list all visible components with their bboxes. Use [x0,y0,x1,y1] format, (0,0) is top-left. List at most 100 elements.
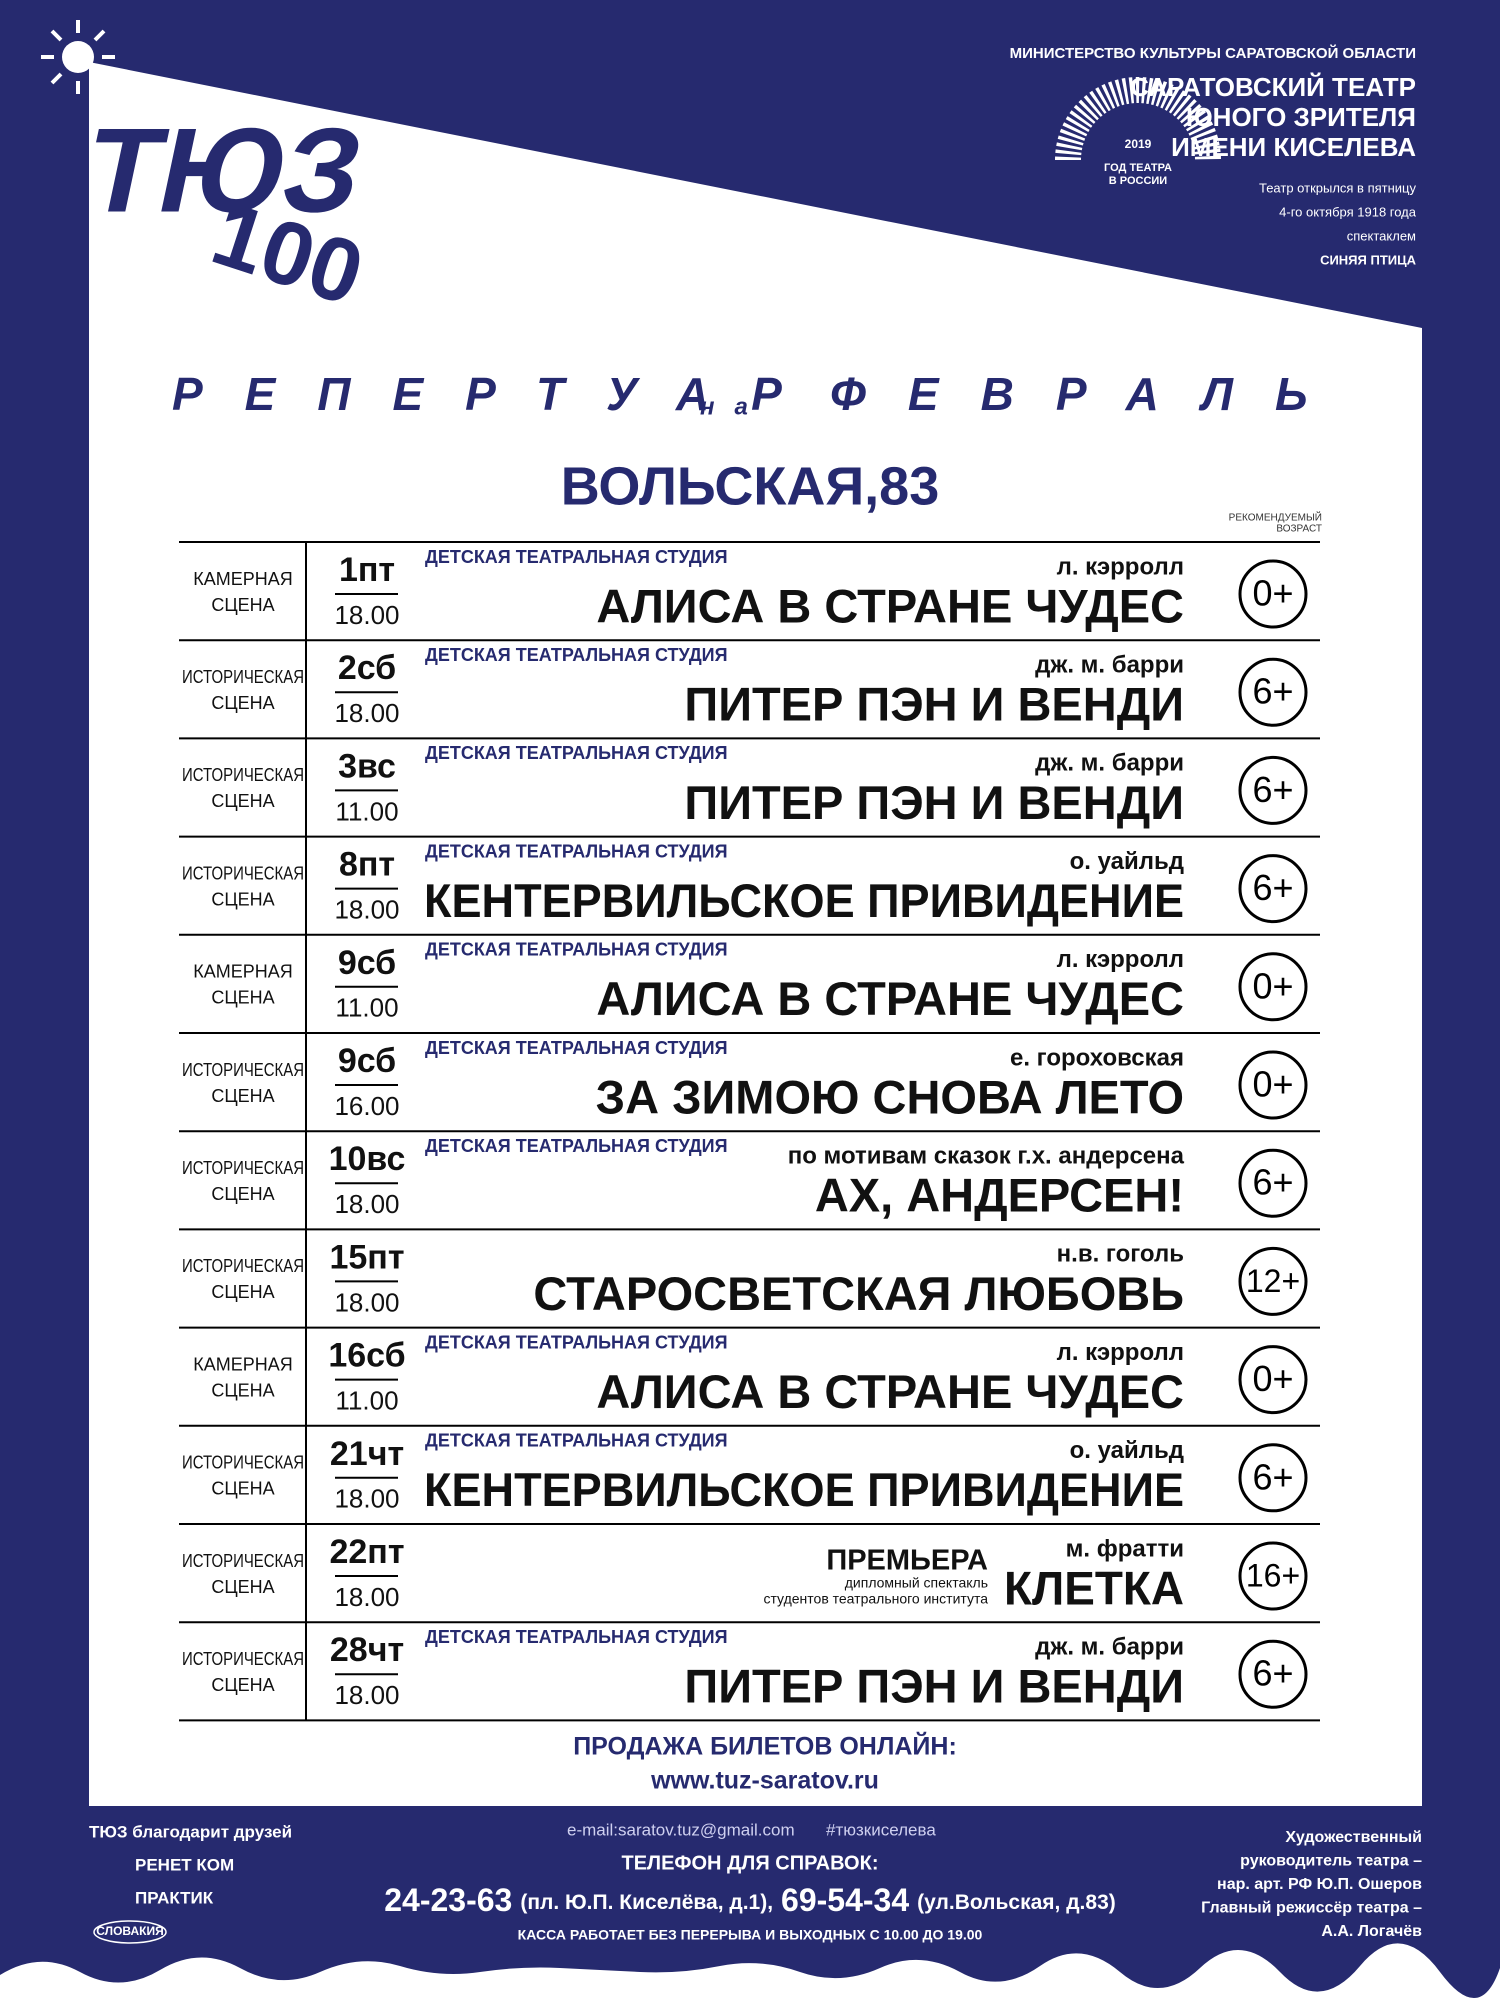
age-circle [1238,1443,1308,1513]
phone-part: 24-23-63 [384,1882,512,1918]
stage: КАМЕРНАЯ [193,569,293,589]
author: м. фратти [1066,1535,1184,1562]
phone-part: (пл. Ю.П. Киселёва, д.1), [520,1891,773,1914]
time: 18.00 [334,894,399,924]
studio: ДЕТСКАЯ ТЕАТРАЛЬНАЯ СТУДИЯ [425,940,728,960]
sponsor-badge [93,1920,167,1944]
day: 8пт [339,846,395,884]
play-title: ПИТЕР ПЭН И ВЕНДИ [684,678,1184,731]
stage: ИСТОРИЧЕСКАЯ [182,765,304,785]
stage: ИСТОРИЧЕСКАЯ [182,1256,304,1276]
email: e-mail:saratov.tuz@gmail.com [567,1820,795,1839]
day: 3вс [338,747,396,785]
time: 11.00 [335,993,398,1023]
day: 22пт [329,1533,404,1571]
day: 9сб [338,944,396,982]
ministry: МИНИСТЕРСТВО КУЛЬТУРЫ САРАТОВСКОЙ ОБЛАСТ… [1010,44,1416,62]
day: 15пт [329,1238,404,1276]
author: л. кэрролл [1057,553,1184,580]
time: 16.00 [334,1091,399,1121]
play-title: СТАРОСВЕТСКАЯ ЛЮБОВЬ [533,1267,1184,1320]
play-title: АХ, АНДЕРСЕН! [815,1169,1184,1222]
stage: СЦЕНА [211,791,274,811]
history: СИНЯЯ ПТИЦА [1320,252,1417,267]
age: 0+ [1252,573,1293,614]
author: дж. м. барри [1035,652,1184,679]
phone-part: (ул.Вольская, д.83) [917,1891,1116,1914]
stage: СЦЕНА [211,1184,274,1204]
thanks: ТЮЗ благодарит друзей [89,1822,292,1841]
studio: ДЕТСКАЯ ТЕАТРАЛЬНАЯ СТУДИЯ [425,1038,728,1058]
age-circle [1238,952,1308,1022]
age-circle [1238,657,1308,727]
time: 18.00 [334,1484,399,1514]
author: по мотивам сказок г.х. андерсена [788,1143,1185,1170]
stage: ИСТОРИЧЕСКАЯ [182,1060,304,1080]
play-title: ЗА ЗИМОЮ СНОВА ЛЕТО [596,1070,1184,1123]
age-circle [1238,854,1308,924]
stage: ИСТОРИЧЕСКАЯ [182,1551,304,1571]
online-url: www.tuz-saratov.ru [650,1767,879,1795]
age: 16+ [1246,1557,1300,1593]
emblem-text: В РОССИИ [1109,175,1168,187]
age: 6+ [1252,1162,1293,1203]
age-circle [1238,1541,1308,1611]
stage: ИСТОРИЧЕСКАЯ [182,1649,304,1669]
author: о. уайльд [1070,848,1184,875]
play-title: ПИТЕР ПЭН И ВЕНДИ [684,1660,1184,1713]
age: 0+ [1252,965,1293,1006]
age-header: РЕКОМЕНДУЕМЫЙ [1229,511,1322,524]
sun-icon [41,20,115,94]
time: 18.00 [334,1582,399,1612]
author: л. кэрролл [1057,1339,1184,1366]
author: е. гороховская [1010,1044,1184,1071]
time: 18.00 [334,1189,399,1219]
play-title: КЛЕТКА [1004,1561,1184,1614]
studio: ДЕТСКАЯ ТЕАТРАЛЬНАЯ СТУДИЯ [425,645,728,665]
title-word: на [700,393,768,420]
stage: СЦЕНА [211,889,274,909]
emblem [1055,77,1221,161]
time: 18.00 [334,1680,399,1710]
sponsor: ПРАКТИК [135,1888,214,1907]
age-circle [1238,1345,1308,1415]
phone-label: ТЕЛЕФОН ДЛЯ СПРАВОК: [622,1852,879,1874]
day: 1пт [339,551,395,589]
day: 16сб [328,1337,405,1375]
title-word: РЕПЕРТУАР [172,368,824,420]
online-label: ПРОДАЖА БИЛЕТОВ ОНЛАЙН: [573,1731,957,1761]
time: 18.00 [334,600,399,630]
stage: СЦЕНА [211,1086,274,1106]
credit: руководитель театра – [1240,1853,1422,1870]
play-title: АЛИСА В СТРАНЕ ЧУДЕС [596,579,1184,632]
age-circle [1238,1148,1308,1218]
stage: СЦЕНА [211,1675,274,1695]
day: 21чт [330,1435,404,1473]
stage: СЦЕНА [211,1282,274,1302]
credit: нар. арт. РФ Ю.П. Ошеров [1217,1876,1422,1893]
age: 6+ [1252,671,1293,712]
author: л. кэрролл [1057,946,1184,973]
age: 6+ [1252,1653,1293,1694]
phone-part: 69-54-34 [781,1882,909,1918]
age: 6+ [1252,867,1293,908]
stage: СЦЕНА [211,1577,274,1597]
age-circle [1238,1639,1308,1709]
age: 6+ [1252,769,1293,810]
stage: СЦЕНА [211,693,274,713]
time: 11.00 [335,1385,398,1415]
time: 18.00 [334,698,399,728]
wave [0,1943,1500,2000]
stage: ИСТОРИЧЕСКАЯ [182,667,304,687]
sponsor: РЕНЕТ КОМ [135,1855,234,1874]
stage: СЦЕНА [211,1479,274,1499]
age-header: ВОЗРАСТ [1276,524,1322,535]
phone-line: 24-23-63 (пл. Ю.П. Киселёва, д.1), 69-54-3… [384,1882,1116,1918]
stage: СЦЕНА [211,988,274,1008]
stage: КАМЕРНАЯ [193,1354,293,1374]
emblem-year: 2019 [1125,137,1152,151]
day: 2сб [338,649,396,687]
day: 28чт [330,1631,404,1669]
logo-name: ТЮЗ [75,103,376,237]
